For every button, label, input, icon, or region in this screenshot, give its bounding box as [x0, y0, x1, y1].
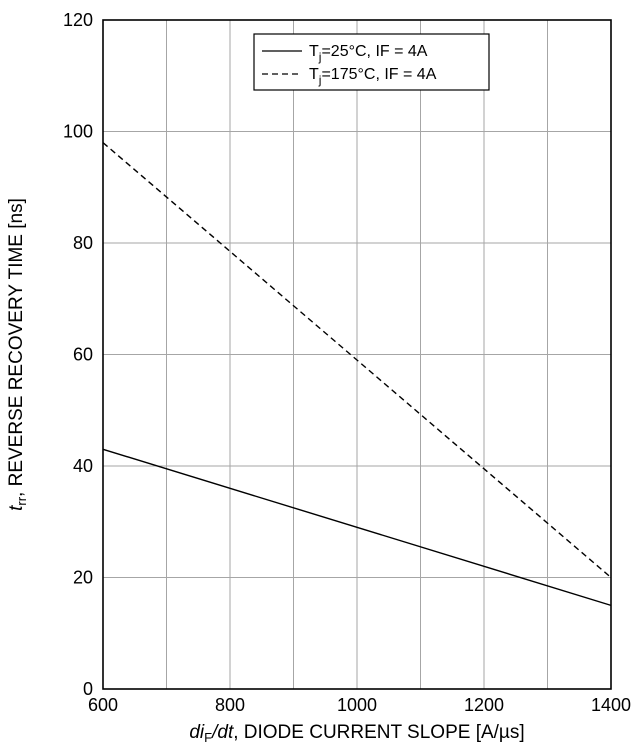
series-line-tj175	[102, 142, 612, 579]
grid	[103, 20, 611, 689]
tick-labels: 600 800 1000 1200 1400 0 20 40 60 80 100 120	[63, 10, 631, 715]
x-tick-label: 1200	[464, 695, 504, 715]
x-tick-label: 1400	[591, 695, 631, 715]
legend: Tj=25°C, IF = 4A Tj=175°C, IF = 4A	[253, 33, 490, 91]
x-tick-label: 1000	[337, 695, 377, 715]
y-tick-label: 0	[83, 679, 93, 699]
series-line-tj25	[102, 448, 612, 607]
y-tick-label: 120	[63, 10, 93, 30]
y-tick-label: 20	[73, 568, 93, 588]
x-tick-label: 800	[215, 695, 245, 715]
legend-entry-25c: Tj=25°C, IF = 4A	[309, 43, 428, 64]
y-tick-label: 40	[73, 456, 93, 476]
series-layer	[102, 142, 612, 607]
x-tick-label: 600	[88, 695, 118, 715]
y-tick-label: 100	[63, 122, 93, 142]
legend-entry-175c: Tj=175°C, IF = 4A	[309, 66, 437, 87]
plot-frame	[102, 19, 612, 690]
y-tick-label: 60	[73, 345, 93, 365]
x-axis-label: diF/dt, DIODE CURRENT SLOPE [A/µs]	[189, 722, 524, 745]
y-tick-label: 80	[73, 233, 93, 253]
legend-box	[253, 33, 490, 91]
y-axis-label: trr, REVERSE RECOVERY TIME [ns]	[6, 198, 29, 511]
